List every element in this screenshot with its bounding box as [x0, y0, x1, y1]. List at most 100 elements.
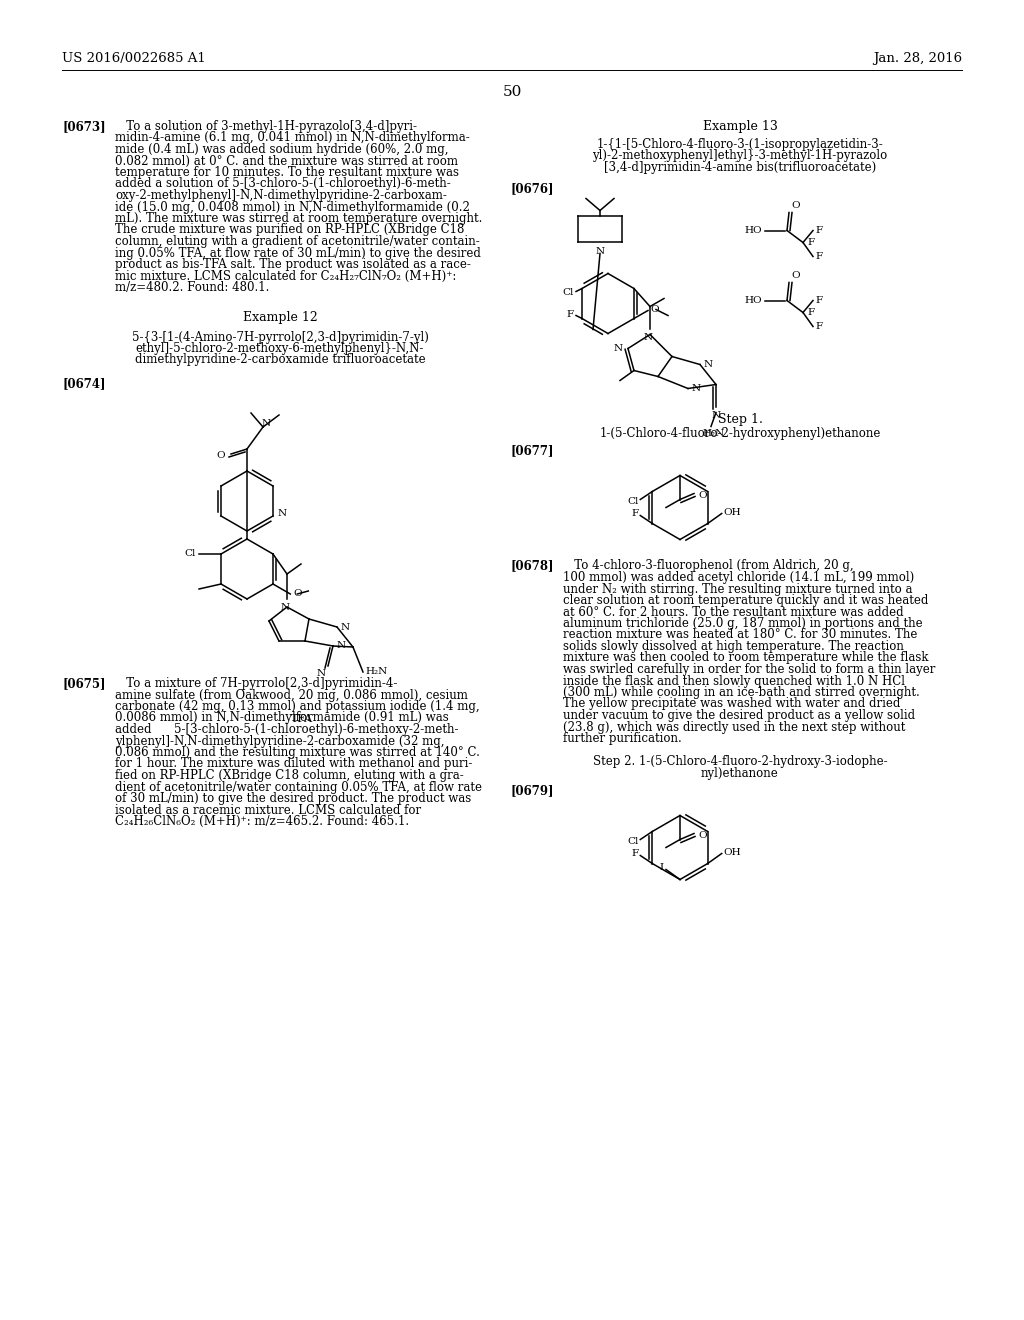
Text: carbonate (42 mg, 0.13 mmol) and potassium iodide (1.4 mg,: carbonate (42 mg, 0.13 mmol) and potassi… — [115, 700, 479, 713]
Text: was swirled carefully in order for the solid to form a thin layer: was swirled carefully in order for the s… — [563, 663, 935, 676]
Text: N: N — [692, 384, 701, 393]
Text: F: F — [815, 296, 822, 305]
Text: O: O — [293, 589, 302, 598]
Text: fied on RP-HPLC (XBridge C18 column, eluting with a gra-: fied on RP-HPLC (XBridge C18 column, elu… — [115, 770, 464, 781]
Text: N: N — [337, 642, 346, 651]
Text: N: N — [703, 360, 713, 370]
Text: C₂₄H₂₆ClN₆O₂ (M+H)⁺: m/z=465.2. Found: 465.1.: C₂₄H₂₆ClN₆O₂ (M+H)⁺: m/z=465.2. Found: 4… — [115, 814, 410, 828]
Text: at 60° C. for 2 hours. To the resultant mixture was added: at 60° C. for 2 hours. To the resultant … — [563, 606, 903, 619]
Text: O: O — [216, 450, 225, 459]
Text: F: F — [815, 252, 822, 261]
Text: N: N — [278, 510, 287, 519]
Text: [0676]: [0676] — [510, 182, 554, 195]
Text: [0679]: [0679] — [510, 784, 554, 797]
Text: Jan. 28, 2016: Jan. 28, 2016 — [872, 51, 962, 65]
Text: under vacuum to give the desired product as a yellow solid: under vacuum to give the desired product… — [563, 709, 915, 722]
Text: F: F — [807, 308, 814, 317]
Text: ing 0.05% TFA, at flow rate of 30 mL/min) to give the desired: ing 0.05% TFA, at flow rate of 30 mL/min… — [115, 247, 481, 260]
Text: N: N — [281, 603, 290, 612]
Text: The yellow precipitate was washed with water and dried: The yellow precipitate was washed with w… — [563, 697, 900, 710]
Text: N: N — [261, 418, 270, 428]
Text: N: N — [595, 247, 604, 256]
Text: H₂N: H₂N — [702, 429, 725, 437]
Text: [0673]: [0673] — [62, 120, 105, 133]
Text: yl)-2-methoxyphenyl]ethyl}-3-methyl-1H-pyrazolo: yl)-2-methoxyphenyl]ethyl}-3-methyl-1H-p… — [592, 149, 888, 162]
Text: oxy-2-methylphenyl]-N,N-dimethylpyridine-2-carboxam-: oxy-2-methylphenyl]-N,N-dimethylpyridine… — [115, 189, 446, 202]
Text: F: F — [815, 322, 822, 331]
Text: of 30 mL/min) to give the desired product. The product was: of 30 mL/min) to give the desired produc… — [115, 792, 471, 805]
Text: ethyl]-5-chloro-2-methoxy-6-methylphenyl}-N,N-: ethyl]-5-chloro-2-methoxy-6-methylphenyl… — [136, 342, 424, 355]
Text: N: N — [643, 333, 652, 342]
Text: [0675]: [0675] — [62, 677, 105, 690]
Text: solids slowly dissolved at high temperature. The reaction: solids slowly dissolved at high temperat… — [563, 640, 904, 653]
Text: inside the flask and then slowly quenched with 1.0 N HCl: inside the flask and then slowly quenche… — [563, 675, 905, 688]
Text: HO: HO — [744, 296, 762, 305]
Text: dimethylpyridine-2-carboxamide trifluoroacetate: dimethylpyridine-2-carboxamide trifluoro… — [135, 354, 425, 367]
Text: F: F — [567, 310, 574, 319]
Text: F: F — [815, 226, 822, 235]
Text: F: F — [631, 510, 638, 517]
Text: 5-{3-[1-(4-Amino-7H-pyrrolo[2,3-d]pyrimidin-7-yl): 5-{3-[1-(4-Amino-7H-pyrrolo[2,3-d]pyrimi… — [131, 330, 428, 343]
Text: mide (0.4 mL) was added sodium hydride (60%, 2.0 mg,: mide (0.4 mL) was added sodium hydride (… — [115, 143, 449, 156]
Text: TFA: TFA — [291, 714, 313, 723]
Text: To 4-chloro-3-fluorophenol (from Aldrich, 20 g,: To 4-chloro-3-fluorophenol (from Aldrich… — [563, 560, 854, 573]
Text: The crude mixture was purified on RP-HPLC (XBridge C18: The crude mixture was purified on RP-HPL… — [115, 223, 464, 236]
Text: midin-4-amine (6.1 mg, 0.041 mmol) in N,N-dimethylforma-: midin-4-amine (6.1 mg, 0.041 mmol) in N,… — [115, 132, 470, 144]
Text: O: O — [650, 305, 658, 314]
Text: nyl)ethanone: nyl)ethanone — [701, 767, 779, 780]
Text: mic mixture. LCMS calculated for C₂₄H₂₇ClN₇O₂ (M+H)⁺:: mic mixture. LCMS calculated for C₂₄H₂₇C… — [115, 269, 457, 282]
Text: 50: 50 — [503, 84, 521, 99]
Text: I: I — [659, 863, 664, 873]
Text: [0677]: [0677] — [510, 445, 554, 458]
Text: To a mixture of 7H-pyrrolo[2,3-d]pyrimidin-4-: To a mixture of 7H-pyrrolo[2,3-d]pyrimid… — [115, 677, 397, 690]
Text: 1-(5-Chloro-4-fluoro-2-hydroxyphenyl)ethanone: 1-(5-Chloro-4-fluoro-2-hydroxyphenyl)eth… — [599, 426, 881, 440]
Text: ide (15.0 mg, 0.0408 mmol) in N,N-dimethylformamide (0.2: ide (15.0 mg, 0.0408 mmol) in N,N-dimeth… — [115, 201, 470, 214]
Text: ylphenyl]-N,N-dimethylpyridine-2-carboxamide (32 mg,: ylphenyl]-N,N-dimethylpyridine-2-carboxa… — [115, 734, 444, 747]
Text: OH: OH — [724, 847, 741, 857]
Text: Cl: Cl — [627, 498, 638, 506]
Text: US 2016/0022685 A1: US 2016/0022685 A1 — [62, 51, 206, 65]
Text: F: F — [807, 238, 814, 247]
Text: O: O — [791, 201, 800, 210]
Text: further purification.: further purification. — [563, 733, 682, 744]
Text: under N₂ with stirring. The resulting mixture turned into a: under N₂ with stirring. The resulting mi… — [563, 582, 912, 595]
Text: Step 1.: Step 1. — [718, 412, 763, 425]
Text: [0678]: [0678] — [510, 560, 554, 573]
Text: product as bis-TFA salt. The product was isolated as a race-: product as bis-TFA salt. The product was… — [115, 257, 471, 271]
Text: (23.8 g), which was directly used in the next step without: (23.8 g), which was directly used in the… — [563, 721, 905, 734]
Text: aluminum trichloride (25.0 g, 187 mmol) in portions and the: aluminum trichloride (25.0 g, 187 mmol) … — [563, 616, 923, 630]
Text: N: N — [341, 623, 350, 631]
Text: mixture was then cooled to room temperature while the flask: mixture was then cooled to room temperat… — [563, 652, 929, 664]
Text: N: N — [316, 669, 326, 678]
Text: Example 12: Example 12 — [243, 310, 317, 323]
Text: 100 mmol) was added acetyl chloride (14.1 mL, 199 mmol): 100 mmol) was added acetyl chloride (14.… — [563, 572, 914, 583]
Text: m/z=480.2. Found: 480.1.: m/z=480.2. Found: 480.1. — [115, 281, 269, 294]
Text: isolated as a racemic mixture. LCMS calculated for: isolated as a racemic mixture. LCMS calc… — [115, 804, 421, 817]
Text: temperature for 10 minutes. To the resultant mixture was: temperature for 10 minutes. To the resul… — [115, 166, 459, 180]
Text: O: O — [698, 832, 707, 840]
Text: Cl: Cl — [627, 837, 638, 846]
Text: N: N — [613, 345, 623, 352]
Text: OH: OH — [724, 508, 741, 517]
Text: added a solution of 5-[3-chloro-5-(1-chloroethyl)-6-meth-: added a solution of 5-[3-chloro-5-(1-chl… — [115, 177, 451, 190]
Text: 0.0086 mmol) in N,N-dimethylformamide (0.91 mL) was: 0.0086 mmol) in N,N-dimethylformamide (0… — [115, 711, 449, 725]
Text: mL). The mixture was stirred at room temperature overnight.: mL). The mixture was stirred at room tem… — [115, 213, 482, 224]
Text: reaction mixture was heated at 180° C. for 30 minutes. The: reaction mixture was heated at 180° C. f… — [563, 628, 918, 642]
Text: Step 2. 1-(5-Chloro-4-fluoro-2-hydroxy-3-iodophe-: Step 2. 1-(5-Chloro-4-fluoro-2-hydroxy-3… — [593, 755, 888, 768]
Text: 0.082 mmol) at 0° C. and the mixture was stirred at room: 0.082 mmol) at 0° C. and the mixture was… — [115, 154, 458, 168]
Text: F: F — [631, 849, 638, 858]
Text: H₂N: H₂N — [365, 668, 387, 676]
Text: Example 13: Example 13 — [702, 120, 777, 133]
Text: added      5-[3-chloro-5-(1-chloroethyl)-6-methoxy-2-meth-: added 5-[3-chloro-5-(1-chloroethyl)-6-me… — [115, 723, 459, 737]
Text: O: O — [698, 491, 707, 500]
Text: column, eluting with a gradient of acetonitrile/water contain-: column, eluting with a gradient of aceto… — [115, 235, 480, 248]
Text: dient of acetonitrile/water containing 0.05% TFA, at flow rate: dient of acetonitrile/water containing 0… — [115, 780, 482, 793]
Text: Cl: Cl — [184, 549, 196, 558]
Text: O: O — [791, 271, 800, 280]
Text: Cl: Cl — [562, 288, 574, 297]
Text: 1-{1-[5-Chloro-4-fluoro-3-(1-isopropylazetidin-3-: 1-{1-[5-Chloro-4-fluoro-3-(1-isopropylaz… — [597, 139, 884, 150]
Text: To a solution of 3-methyl-1H-pyrazolo[3,4-d]pyri-: To a solution of 3-methyl-1H-pyrazolo[3,… — [115, 120, 417, 133]
Text: HO: HO — [744, 226, 762, 235]
Text: N: N — [712, 411, 721, 420]
Text: amine sulfate (from Oakwood, 20 mg, 0.086 mmol), cesium: amine sulfate (from Oakwood, 20 mg, 0.08… — [115, 689, 468, 701]
